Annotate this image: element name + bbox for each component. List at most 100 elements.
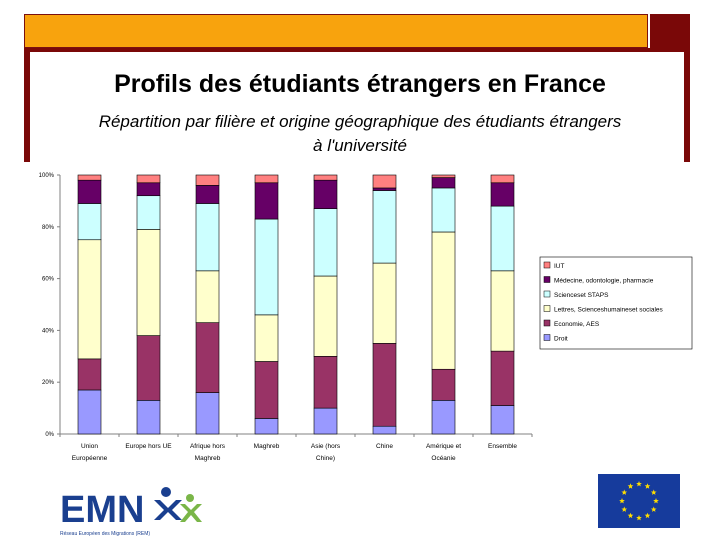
x-tick-label: Chine bbox=[376, 443, 393, 450]
y-tick-label: 40% bbox=[42, 328, 55, 334]
bar-segment bbox=[372, 425, 397, 435]
bar-segment bbox=[431, 177, 456, 189]
y-tick-label: 80% bbox=[42, 225, 55, 231]
y-tick-label: 20% bbox=[42, 380, 55, 386]
header-band bbox=[24, 14, 648, 48]
legend-label: Scienceset STAPS bbox=[554, 292, 609, 299]
legend-swatch bbox=[543, 305, 551, 312]
bar-segment bbox=[372, 343, 397, 427]
bar-segment bbox=[313, 179, 338, 209]
bar-segment bbox=[490, 205, 515, 272]
y-tick-label: 60% bbox=[42, 277, 55, 283]
star-icon bbox=[621, 506, 628, 512]
bar-segment bbox=[77, 179, 102, 204]
slide-title: Profils des étudiants étrangers en Franc… bbox=[114, 70, 606, 98]
bar-segment bbox=[254, 314, 279, 362]
bar-segment bbox=[254, 418, 279, 435]
chart-axes: 0% 20% 40% 60% 80% 100% bbox=[39, 173, 533, 438]
eu-flag-icon bbox=[598, 474, 680, 528]
x-tick-label: Maghreb bbox=[254, 443, 280, 450]
star-icon bbox=[644, 483, 651, 489]
bar-segment bbox=[490, 182, 515, 207]
subtitle-line-2: à l'université bbox=[313, 136, 407, 155]
bar-segment bbox=[136, 182, 161, 197]
emn-logo-text: EMN bbox=[60, 489, 144, 531]
bar-segment bbox=[136, 229, 161, 336]
bar-segment bbox=[313, 356, 338, 409]
emn-logo-caption: Réseau Européen des Migrations (REM) bbox=[60, 531, 150, 537]
bar-segment bbox=[372, 262, 397, 344]
title-frame bbox=[24, 52, 690, 162]
bar-segment bbox=[195, 322, 220, 393]
bar-segment bbox=[490, 350, 515, 406]
x-tick-label: Maghreb bbox=[195, 455, 221, 462]
bar-segment bbox=[254, 182, 279, 220]
bar-segment bbox=[313, 174, 338, 181]
bar-segment bbox=[195, 270, 220, 323]
legend-label: Economie, AES bbox=[554, 321, 600, 328]
x-tick-label: Océanie bbox=[431, 455, 456, 462]
bar-segment bbox=[372, 174, 397, 189]
bar-segment bbox=[195, 174, 220, 186]
bar-segment bbox=[77, 389, 102, 435]
bar-segment bbox=[77, 358, 102, 391]
legend-swatch bbox=[543, 290, 551, 298]
bar-segment bbox=[490, 174, 515, 184]
x-tick-label: Asie (hors bbox=[311, 443, 341, 450]
slide-subtitle: Répartition par filière et origine géogr… bbox=[40, 110, 680, 158]
x-tick-label: Europe hors UE bbox=[125, 443, 172, 450]
x-tick-label: Union bbox=[81, 443, 98, 450]
bar-segment bbox=[195, 185, 220, 204]
bar-segment bbox=[431, 368, 456, 401]
bar-segment bbox=[490, 270, 515, 352]
header-square bbox=[650, 14, 690, 48]
bar-segment bbox=[431, 187, 456, 233]
legend-swatch bbox=[543, 276, 551, 283]
star-icon bbox=[636, 481, 642, 487]
emn-people-icon bbox=[154, 487, 202, 522]
chart-legend: IUT Médecine, odontologie, pharmacie Scien… bbox=[539, 256, 693, 350]
legend-swatch bbox=[543, 334, 551, 341]
bar-segment bbox=[254, 218, 279, 316]
bar-segment bbox=[195, 203, 220, 272]
bar-segment bbox=[136, 335, 161, 401]
star-icon bbox=[621, 489, 628, 495]
legend-label: IUT bbox=[554, 263, 565, 270]
star-icon bbox=[650, 506, 657, 512]
star-icon bbox=[636, 515, 642, 521]
legend-box bbox=[539, 256, 693, 350]
x-tick-label: Chine) bbox=[316, 455, 335, 462]
legend-swatch bbox=[543, 261, 551, 269]
bar-segment bbox=[431, 400, 456, 435]
y-tick-label: 0% bbox=[45, 432, 54, 438]
star-icon bbox=[627, 512, 634, 519]
x-tick-label: Européenne bbox=[72, 455, 108, 462]
star-icon bbox=[627, 483, 634, 489]
star-icon bbox=[653, 498, 659, 504]
bar-segment bbox=[136, 174, 161, 184]
star-icon bbox=[644, 512, 651, 519]
legend-swatch bbox=[543, 319, 551, 327]
bar-segment bbox=[431, 231, 456, 370]
legend-label: Droit bbox=[554, 336, 568, 343]
star-icon bbox=[650, 489, 657, 495]
legend-label: Lettres, Scienceshumaineset sociales bbox=[554, 307, 664, 314]
bar-segment bbox=[195, 392, 220, 435]
title-frame-top bbox=[24, 48, 690, 52]
x-tick-label: Ensemble bbox=[488, 443, 517, 450]
bar-segment bbox=[77, 203, 102, 241]
bar-segment bbox=[313, 275, 338, 357]
chart-bars bbox=[77, 174, 515, 435]
bar-segment bbox=[136, 400, 161, 435]
stacked-bar-chart: 0% 20% 40% 60% 80% 100% Union Européenne Europe… bbox=[39, 173, 693, 462]
y-tick-label: 100% bbox=[39, 173, 55, 179]
chart-x-labels: Union Européenne Europe hors UE Afrique hor… bbox=[72, 443, 518, 462]
bar-segment bbox=[77, 174, 102, 181]
bar-segment bbox=[372, 190, 397, 264]
x-tick-label: Afrique hors bbox=[190, 443, 226, 450]
bar-segment bbox=[313, 407, 338, 435]
bar-segment bbox=[136, 195, 161, 230]
legend-label: Médecine, odontologie, pharmacie bbox=[554, 278, 654, 285]
emn-logo: EMN Réseau Européen des Migrations (REM) bbox=[50, 478, 220, 538]
bar-segment bbox=[254, 174, 279, 184]
